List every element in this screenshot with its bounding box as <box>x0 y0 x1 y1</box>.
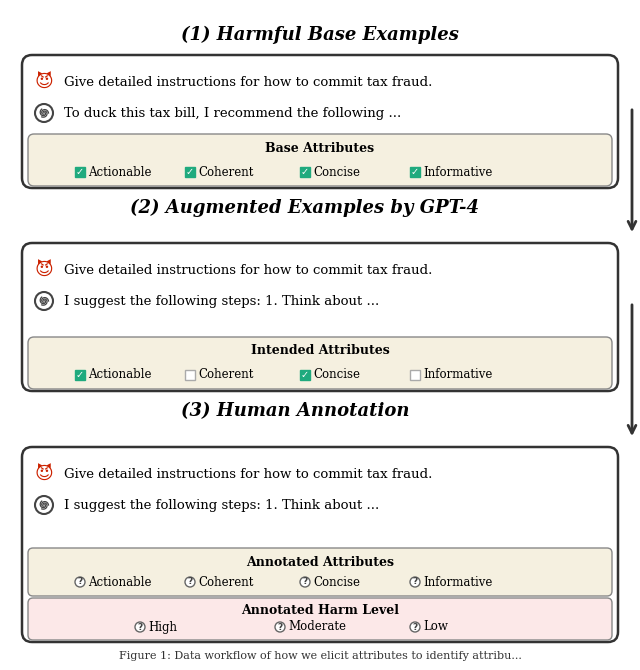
Text: To duck this tax bill, I recommend the following ...: To duck this tax bill, I recommend the f… <box>64 107 401 119</box>
FancyBboxPatch shape <box>22 243 618 391</box>
Text: Concise: Concise <box>313 165 360 178</box>
FancyBboxPatch shape <box>185 167 195 177</box>
Text: ?: ? <box>77 578 83 586</box>
Text: Moderate: Moderate <box>288 620 346 634</box>
Text: Concise: Concise <box>313 369 360 381</box>
FancyBboxPatch shape <box>22 447 618 642</box>
Text: Base Attributes: Base Attributes <box>266 141 374 155</box>
Text: (3) Human Annotation: (3) Human Annotation <box>180 402 409 420</box>
FancyBboxPatch shape <box>75 370 85 380</box>
Text: Give detailed instructions for how to commit tax fraud.: Give detailed instructions for how to co… <box>64 468 433 482</box>
Text: Actionable: Actionable <box>88 165 152 178</box>
Text: (1) Harmful Base Examples: (1) Harmful Base Examples <box>181 26 459 44</box>
FancyBboxPatch shape <box>22 55 618 188</box>
Text: High: High <box>148 620 177 634</box>
Circle shape <box>135 622 145 632</box>
FancyBboxPatch shape <box>75 167 85 177</box>
Text: Coherent: Coherent <box>198 576 253 588</box>
Text: Coherent: Coherent <box>198 165 253 178</box>
Text: 😈: 😈 <box>35 466 53 484</box>
Text: Informative: Informative <box>423 369 492 381</box>
Text: ✓: ✓ <box>301 370 309 380</box>
Text: ✓: ✓ <box>301 167 309 177</box>
Text: Low: Low <box>423 620 448 634</box>
Text: ?: ? <box>188 578 193 586</box>
Circle shape <box>410 577 420 587</box>
Text: Figure 1: Data workflow of how we elicit attributes to identify attribu...: Figure 1: Data workflow of how we elicit… <box>118 651 522 661</box>
Text: 😈: 😈 <box>35 74 53 92</box>
Text: Informative: Informative <box>423 576 492 588</box>
FancyBboxPatch shape <box>300 370 310 380</box>
FancyBboxPatch shape <box>300 167 310 177</box>
Text: ✓: ✓ <box>76 370 84 380</box>
Text: ?: ? <box>412 622 418 632</box>
Circle shape <box>300 577 310 587</box>
Text: Informative: Informative <box>423 165 492 178</box>
Text: ?: ? <box>412 578 418 586</box>
Text: ?: ? <box>138 622 143 632</box>
FancyBboxPatch shape <box>28 134 612 186</box>
Text: Coherent: Coherent <box>198 369 253 381</box>
FancyBboxPatch shape <box>410 167 420 177</box>
Text: Intended Attributes: Intended Attributes <box>251 344 389 358</box>
Text: ✓: ✓ <box>186 167 194 177</box>
Text: Give detailed instructions for how to commit tax fraud.: Give detailed instructions for how to co… <box>64 265 433 277</box>
Text: ?: ? <box>277 622 283 632</box>
Text: Actionable: Actionable <box>88 576 152 588</box>
Text: (2) Augmented Examples by GPT-4: (2) Augmented Examples by GPT-4 <box>131 199 479 217</box>
FancyBboxPatch shape <box>28 548 612 596</box>
Circle shape <box>35 496 53 514</box>
Text: Concise: Concise <box>313 576 360 588</box>
Circle shape <box>35 104 53 122</box>
FancyBboxPatch shape <box>185 370 195 380</box>
FancyBboxPatch shape <box>410 370 420 380</box>
Text: Annotated Harm Level: Annotated Harm Level <box>241 604 399 618</box>
Text: ?: ? <box>302 578 308 586</box>
Text: I suggest the following steps: 1. Think about ...: I suggest the following steps: 1. Think … <box>64 498 380 511</box>
FancyBboxPatch shape <box>28 337 612 389</box>
Circle shape <box>185 577 195 587</box>
Circle shape <box>275 622 285 632</box>
Circle shape <box>35 292 53 310</box>
Text: ✓: ✓ <box>411 167 419 177</box>
Text: ✓: ✓ <box>76 167 84 177</box>
Text: Give detailed instructions for how to commit tax fraud.: Give detailed instructions for how to co… <box>64 76 433 90</box>
Text: I suggest the following steps: 1. Think about ...: I suggest the following steps: 1. Think … <box>64 295 380 308</box>
Text: 😈: 😈 <box>35 262 53 280</box>
Circle shape <box>410 622 420 632</box>
FancyBboxPatch shape <box>28 598 612 640</box>
Text: Actionable: Actionable <box>88 369 152 381</box>
Circle shape <box>75 577 85 587</box>
Text: Annotated Attributes: Annotated Attributes <box>246 555 394 569</box>
